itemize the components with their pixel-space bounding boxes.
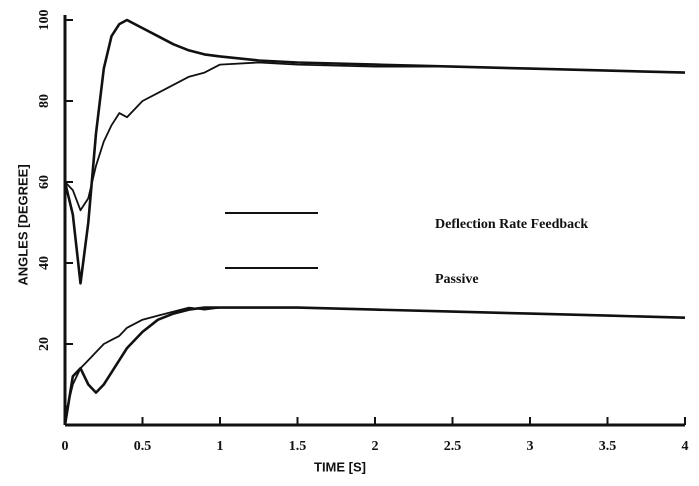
- y-tick-label: 100: [37, 10, 52, 31]
- y-tick-label: 20: [37, 337, 52, 351]
- y-tick-label: 80: [37, 94, 52, 108]
- x-tick-label: 3.5: [599, 439, 617, 454]
- x-tick-label: 2: [372, 439, 379, 454]
- x-tick-label: 2.5: [444, 439, 462, 454]
- x-axis-label: TIME [S]: [314, 459, 366, 474]
- x-tick-label: 0: [62, 439, 69, 454]
- legend-label: Deflection Rate Feedback: [435, 217, 588, 232]
- legend-label: Passive: [435, 272, 479, 287]
- x-tick-label: 1: [217, 439, 224, 454]
- x-tick-label: 3: [527, 439, 534, 454]
- series-line: [64, 306, 686, 418]
- y-tick-label: 60: [37, 175, 52, 189]
- series-line: [63, 306, 686, 426]
- x-tick-label: 1.5: [289, 439, 307, 454]
- series-line: [64, 61, 686, 212]
- y-axis-label: ANGLES [DEGREE]: [15, 164, 30, 285]
- x-tick-label: 0.5: [134, 439, 152, 454]
- x-tick-label: 4: [682, 439, 689, 454]
- series-line: [63, 18, 686, 285]
- y-tick-label: 40: [37, 256, 52, 270]
